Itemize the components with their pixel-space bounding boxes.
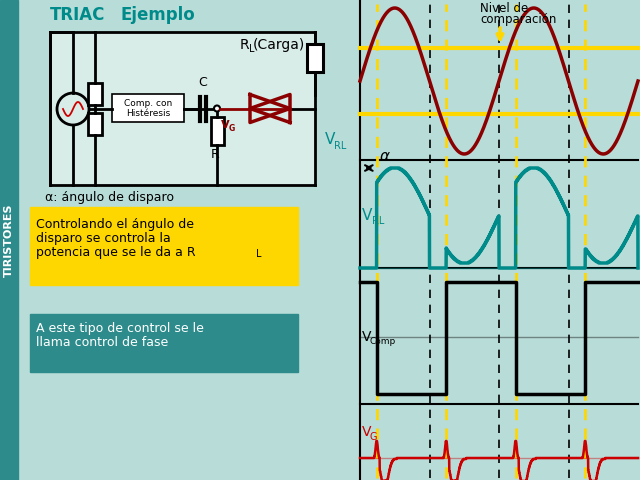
Text: V: V	[362, 425, 371, 439]
Text: Ejemplo: Ejemplo	[120, 6, 195, 24]
Text: V: V	[325, 132, 335, 147]
Text: V: V	[221, 120, 230, 130]
Bar	[112, 94, 184, 122]
Text: RL: RL	[372, 216, 385, 226]
Text: R: R	[240, 38, 250, 52]
Bar	[307, 44, 323, 72]
Text: potencia que se le da a R: potencia que se le da a R	[36, 246, 196, 259]
Text: Nivel de: Nivel de	[480, 1, 528, 14]
Bar	[50, 32, 315, 185]
Text: α: ángulo de disparo: α: ángulo de disparo	[45, 191, 174, 204]
Text: G: G	[370, 432, 378, 442]
Text: disparo se controla la: disparo se controla la	[36, 232, 171, 245]
Bar	[88, 113, 102, 135]
Text: comparación: comparación	[480, 13, 556, 26]
Text: TRIAC: TRIAC	[50, 6, 106, 24]
Text: Histéresis: Histéresis	[126, 109, 170, 119]
Bar	[0, 0, 18, 480]
Text: RL: RL	[334, 141, 346, 151]
Text: L: L	[256, 249, 262, 259]
Text: L: L	[249, 44, 255, 54]
Text: G: G	[229, 124, 236, 133]
Text: C: C	[198, 76, 207, 89]
Text: Controlando el ángulo de: Controlando el ángulo de	[36, 218, 194, 231]
Text: R: R	[211, 147, 220, 160]
Text: A este tipo de control se le: A este tipo de control se le	[36, 322, 204, 335]
Text: (Carga): (Carga)	[253, 38, 305, 52]
Bar	[30, 314, 298, 372]
Text: Comp: Comp	[370, 337, 396, 347]
Text: V: V	[362, 330, 371, 344]
Text: Comp. con: Comp. con	[124, 98, 172, 108]
Bar	[88, 83, 102, 105]
Text: α: α	[380, 149, 390, 164]
Text: llama control de fase: llama control de fase	[36, 336, 168, 349]
Bar	[211, 117, 224, 144]
Bar	[30, 207, 298, 285]
Circle shape	[214, 106, 220, 111]
Text: V: V	[362, 207, 372, 223]
Text: TIRISTORES: TIRISTORES	[4, 203, 14, 277]
